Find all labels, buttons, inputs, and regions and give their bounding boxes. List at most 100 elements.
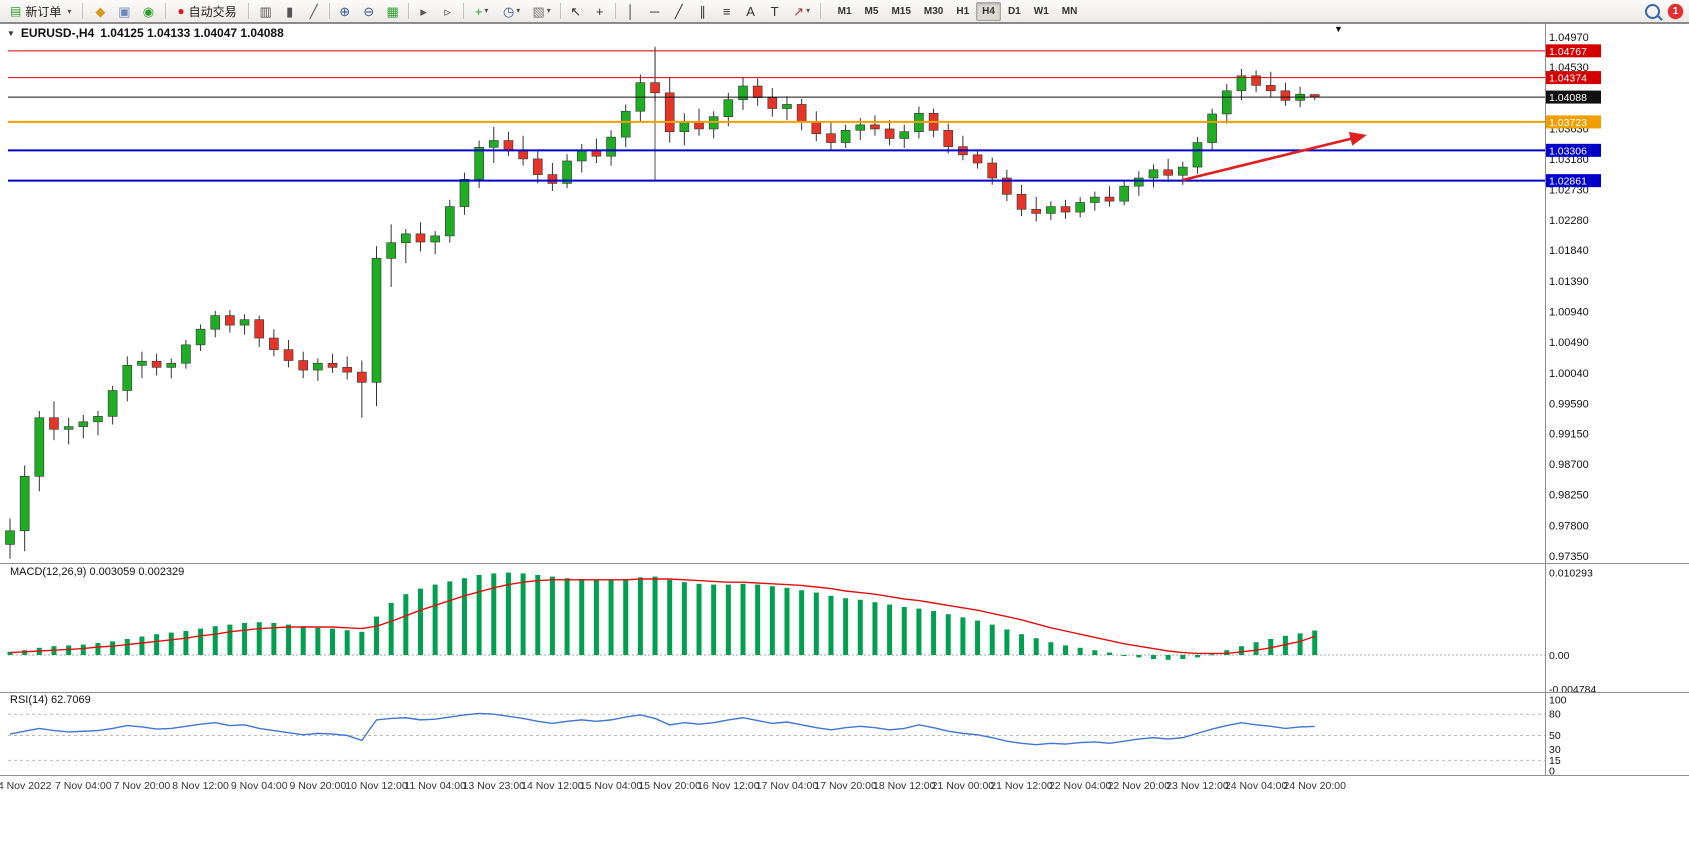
candle: [1280, 90, 1291, 101]
candle: [1075, 202, 1085, 213]
cursor-icon[interactable]: ↖: [570, 3, 582, 19]
candle: [987, 162, 998, 179]
macd-histogram-bar: [1107, 652, 1112, 655]
market-watch-icon[interactable]: ▣: [118, 3, 131, 19]
fibonacci-icon[interactable]: ≡: [722, 3, 731, 19]
macd-histogram-bar: [549, 576, 555, 655]
macd-histogram-bar: [168, 632, 174, 655]
trend-arrow-object[interactable]: [1182, 131, 1367, 182]
one-click-collapse-icon[interactable]: ▼: [7, 28, 15, 38]
indicators-icon[interactable]: +: [467, 1, 497, 22]
search-icon[interactable]: [1645, 3, 1660, 19]
candle: [1060, 206, 1071, 213]
zoom-out-icon[interactable]: ⊖: [363, 3, 375, 19]
time-axis-label: 4 Nov 2022: [0, 780, 52, 792]
timeframe-m30[interactable]: M30: [923, 5, 944, 17]
templates-icon[interactable]: ▧: [527, 1, 557, 22]
macd-histogram-bar: [286, 624, 292, 655]
macd-histogram-bar: [564, 578, 570, 655]
candle: [899, 131, 910, 139]
equidistant-channel-icon[interactable]: ∥: [699, 3, 706, 19]
notification-badge[interactable]: 1: [1668, 3, 1683, 19]
bar-chart-icon[interactable]: ▥: [259, 3, 272, 19]
time-axis-label: 16 Nov 12:00: [697, 780, 760, 792]
candle: [972, 154, 983, 164]
chart-context-arrow-icon[interactable]: ▼: [1334, 24, 1343, 34]
price-tick-label: 0.98250: [1549, 490, 1589, 502]
timeframe-d1[interactable]: D1: [1007, 5, 1021, 17]
macd-histogram-bar: [1312, 630, 1318, 655]
candle: [1002, 177, 1012, 195]
trendline-icon[interactable]: ╱: [674, 3, 683, 19]
candle: [327, 362, 338, 368]
crosshair-icon[interactable]: +: [595, 3, 604, 19]
candle: [459, 179, 470, 207]
price-line-badge-label: 1.04374: [1549, 73, 1587, 85]
text-label-icon[interactable]: T: [770, 3, 779, 19]
candle: [1031, 209, 1041, 214]
timeframe-h1[interactable]: H1: [956, 5, 970, 17]
macd-indicator-label: MACD(12,26,9) 0.003059 0.002329: [10, 566, 185, 578]
candle: [576, 150, 587, 162]
macd-histogram-bar: [1268, 639, 1274, 655]
candle: [78, 421, 89, 427]
candle: [93, 416, 103, 423]
candle: [34, 417, 45, 477]
auto-scroll-icon[interactable]: ▸: [420, 3, 427, 19]
text-icon[interactable]: A: [746, 3, 755, 19]
candle: [444, 206, 455, 237]
timeframe-h4[interactable]: H4: [976, 1, 1001, 21]
macd-histogram-bar: [535, 575, 541, 655]
price-line-badge: [1546, 90, 1601, 104]
chart-shift-icon[interactable]: ▹: [444, 3, 451, 19]
chart-title: ▼ EURUSD-,H4 1.04125 1.04133 1.04047 1.0…: [7, 26, 284, 40]
macd-histogram-bar: [769, 586, 775, 655]
macd-histogram-bar: [887, 604, 893, 655]
candle: [1265, 85, 1276, 92]
timeframe-switcher: M1 M5 M15 M30 H1 H4 D1 W1 MN: [832, 1, 1084, 21]
macd-histogram-bar: [579, 579, 585, 655]
macd-signal-line: [9, 578, 1315, 655]
macd-histogram-bar: [227, 624, 233, 655]
candle: [664, 92, 675, 132]
macd-histogram-bar: [857, 599, 863, 655]
candle: [386, 242, 396, 259]
candlestick-chart-icon[interactable]: ▮: [286, 3, 294, 19]
candle: [752, 85, 763, 98]
horizontal-line-icon[interactable]: ─: [650, 3, 660, 19]
timeframe-m5[interactable]: M5: [864, 5, 879, 17]
tile-windows-icon[interactable]: ▦: [386, 3, 399, 19]
arrows-icon[interactable]: ↗: [787, 1, 817, 22]
time-axis-label: 17 Nov 04:00: [756, 780, 819, 792]
candle: [137, 360, 147, 366]
candle: [1192, 142, 1203, 168]
timeframe-w1[interactable]: W1: [1033, 5, 1049, 17]
zoom-in-icon[interactable]: ⊕: [339, 3, 351, 19]
periods-icon[interactable]: ◷: [497, 1, 527, 22]
data-window-icon[interactable]: ◉: [142, 3, 155, 19]
macd-histogram-bar: [198, 628, 204, 655]
macd-histogram-bar: [755, 584, 761, 655]
candle: [474, 147, 484, 180]
autotrade-button[interactable]: ● 自动交易: [171, 1, 242, 22]
price-line-badge-label: 1.02861: [1549, 176, 1587, 188]
timeframe-m15[interactable]: M15: [891, 5, 911, 17]
autotrade-label: 自动交易: [188, 4, 237, 19]
candle: [738, 85, 748, 100]
candle: [19, 476, 30, 532]
rsi-scale-label: 15: [1549, 755, 1561, 767]
timeframe-mn[interactable]: MN: [1061, 5, 1078, 17]
navigator-icon[interactable]: ◆: [95, 3, 106, 19]
timeframe-m1[interactable]: M1: [837, 5, 852, 17]
rsi-scale-label: 30: [1549, 744, 1561, 756]
new-order-button[interactable]: ▤ 新订单: [4, 1, 77, 22]
macd-histogram-bar: [344, 630, 350, 655]
candle: [503, 140, 514, 152]
macd-histogram-bar: [1180, 655, 1186, 659]
macd-histogram-bar: [491, 573, 497, 655]
macd-histogram-bar: [608, 579, 614, 655]
line-chart-icon[interactable]: ╱: [309, 3, 318, 19]
candle: [298, 360, 309, 371]
vertical-line-icon[interactable]: │: [626, 3, 635, 19]
